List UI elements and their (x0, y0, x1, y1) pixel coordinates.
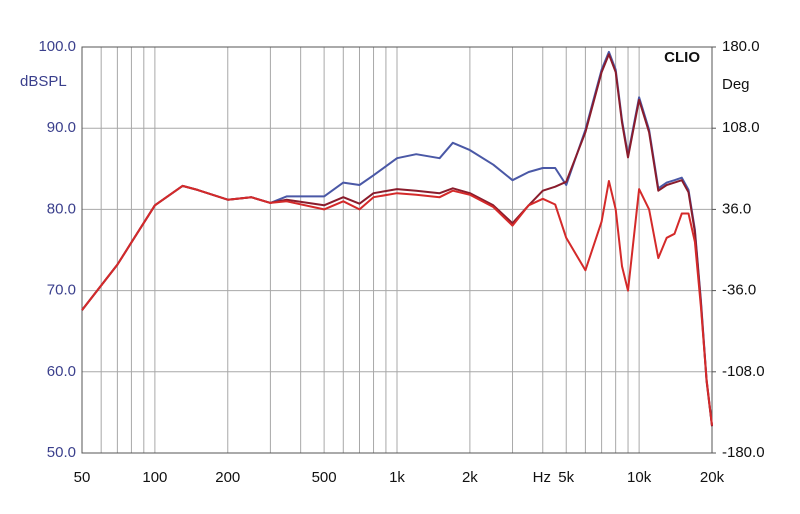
curve (81, 180, 713, 426)
x-tick-label: 1k (389, 469, 405, 486)
y2-tick-label: 108.0 (722, 119, 760, 136)
x-tick-label: 5k (558, 469, 574, 486)
x-tick-label: 10k (627, 469, 652, 486)
plot-frame (81, 46, 713, 454)
y-axis-label: dBSPL (20, 73, 67, 90)
y2-axis-label: Deg (722, 76, 750, 93)
y2-tick-label: -36.0 (722, 282, 756, 299)
x-tick-label: 50 (74, 469, 91, 486)
y2-tick-label: 180.0 (722, 38, 760, 55)
x-tick-label: 2k (462, 469, 478, 486)
y2-tick-label: 36.0 (722, 200, 751, 217)
x-tick-label: 20k (700, 469, 725, 486)
x-axis-label: Hz (533, 469, 551, 486)
y2-tick-label: -180.0 (722, 444, 765, 461)
x-tick-label: 500 (312, 469, 337, 486)
annotation: CLIO (664, 49, 700, 66)
y-tick-label: 90.0 (47, 119, 76, 136)
y-tick-label: 80.0 (47, 200, 76, 217)
y-tick-label: 60.0 (47, 363, 76, 380)
y-tick-label: 70.0 (47, 282, 76, 299)
y2-tick-label: -108.0 (722, 363, 765, 380)
y-tick-label: 50.0 (47, 444, 76, 461)
x-tick-label: 100 (142, 469, 167, 486)
x-tick-label: 200 (215, 469, 240, 486)
y-tick-label: 100.0 (38, 38, 76, 55)
